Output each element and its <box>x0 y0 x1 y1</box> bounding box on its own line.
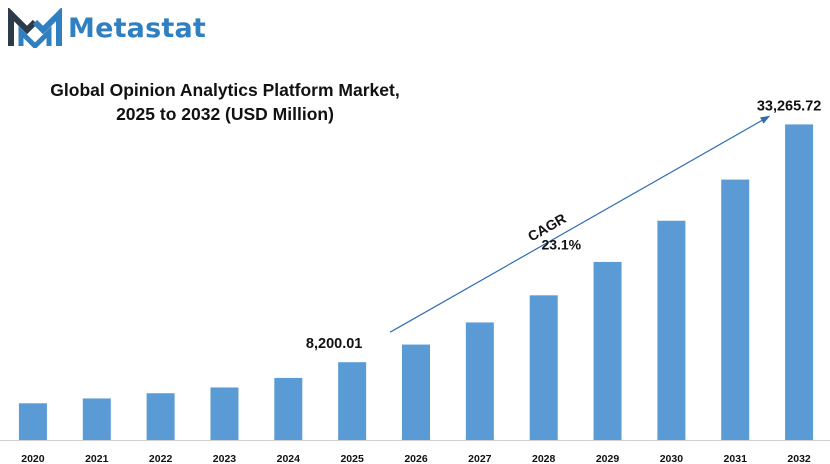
x-tick-label-2027: 2027 <box>468 453 492 464</box>
x-tick-label-2025: 2025 <box>340 453 364 464</box>
cagr-value: 23.1% <box>541 237 581 253</box>
bar-2025 <box>338 362 367 440</box>
x-tick-label-2026: 2026 <box>404 453 428 464</box>
x-tick-label-2030: 2030 <box>660 453 684 464</box>
x-tick-label-2020: 2020 <box>21 453 45 464</box>
brand-name: Metastat <box>68 12 207 44</box>
bar-2030 <box>657 220 686 440</box>
x-tick-label-2029: 2029 <box>596 453 620 464</box>
x-tick-label-2023: 2023 <box>213 453 237 464</box>
x-tick-label-2031: 2031 <box>724 453 748 464</box>
cagr-arrow <box>389 115 771 333</box>
chart-subtitle: 2025 to 2032 (USD Million) <box>116 104 334 124</box>
chart-title-block: Global Opinion Analytics Platform Market… <box>0 78 450 126</box>
data-label-2025: 8,200.01 <box>306 336 362 352</box>
x-tick-label-2028: 2028 <box>532 453 556 464</box>
bar-2023 <box>210 387 239 440</box>
bar-2022 <box>146 393 175 440</box>
metastat-m-logo-icon <box>8 8 62 48</box>
bar-2021 <box>82 398 111 440</box>
bar-2028 <box>529 295 558 440</box>
chart-title: Global Opinion Analytics Platform Market… <box>50 80 400 100</box>
bar-2027 <box>465 322 494 440</box>
x-tick-label-2032: 2032 <box>787 453 811 464</box>
bar-2029 <box>593 261 622 440</box>
bar-2031 <box>721 179 750 441</box>
labels-group: 2020 2021 2022 2023 2024 2025 2026 2027 2028 2029… <box>21 98 821 464</box>
bar-2032 <box>785 124 814 440</box>
bar-2024 <box>274 377 303 440</box>
x-tick-label-2022: 2022 <box>149 453 173 464</box>
bars-group <box>0 124 830 441</box>
bar-2020 <box>18 403 47 440</box>
x-tick-label-2021: 2021 <box>85 453 109 464</box>
bar-2026 <box>402 344 430 440</box>
data-label-2032: 33,265.72 <box>757 98 822 114</box>
brand-logo: Metastat <box>8 8 206 48</box>
x-tick-label-2024: 2024 <box>277 453 301 464</box>
